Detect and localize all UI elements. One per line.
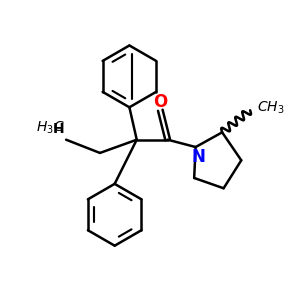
Text: $CH_3$: $CH_3$ — [257, 99, 285, 116]
Text: O: O — [153, 93, 167, 111]
Text: H: H — [53, 122, 64, 136]
Text: N: N — [191, 148, 205, 166]
Text: $H_3C$: $H_3C$ — [36, 120, 64, 136]
